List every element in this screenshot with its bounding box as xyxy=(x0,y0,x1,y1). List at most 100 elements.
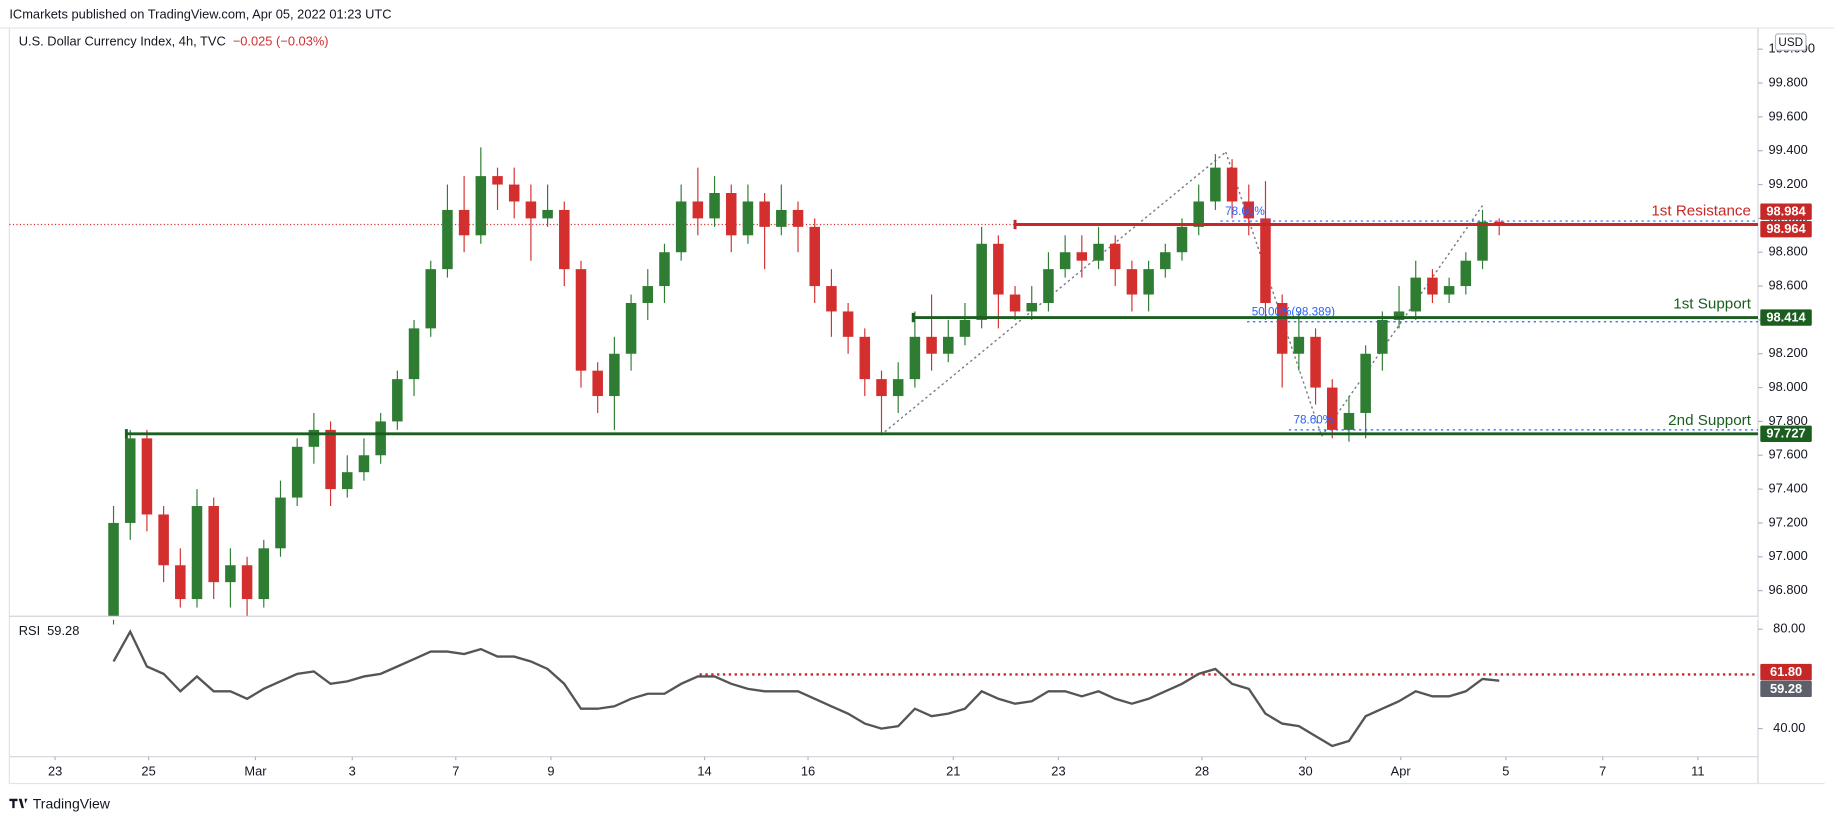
candle-body xyxy=(475,176,487,236)
candle-body xyxy=(442,209,453,270)
time-tick-label: 23 xyxy=(1051,763,1065,778)
candle-body xyxy=(175,565,186,600)
candle-body xyxy=(1059,252,1071,270)
rsi-line xyxy=(112,629,1500,748)
rsi-tick-label: 40.00 xyxy=(1773,720,1805,735)
candle-body xyxy=(943,336,954,354)
candle-body xyxy=(876,379,887,397)
candle-body xyxy=(659,252,670,287)
candle-body xyxy=(892,379,904,397)
price-badge-label: 59.28 xyxy=(1770,681,1802,696)
logo: TradingView xyxy=(9,795,111,811)
price-badge xyxy=(1760,309,1812,326)
candle-body xyxy=(826,286,837,312)
price-change: −0.025 (−0.03%) xyxy=(233,33,329,48)
time-tick-label: 28 xyxy=(1195,763,1209,778)
price-tick-label: 98.200 xyxy=(1769,345,1808,360)
candle-body xyxy=(1377,319,1388,354)
candle-body xyxy=(976,243,987,320)
candle-body xyxy=(492,176,503,185)
price-badge xyxy=(1760,663,1812,681)
candle-body xyxy=(1460,260,1472,287)
candle-body xyxy=(241,565,253,600)
candle-body xyxy=(742,201,754,236)
price-badge-label: 98.984 xyxy=(1766,204,1806,219)
candle-body xyxy=(792,209,804,227)
price-tick-label: 97.400 xyxy=(1769,480,1808,495)
time-tick-label: 5 xyxy=(1502,763,1509,778)
candle-body xyxy=(208,506,219,583)
rsi-tick-label: 80.00 xyxy=(1773,621,1805,636)
price-tick-label: 98.600 xyxy=(1769,277,1808,292)
time-tick-label: 25 xyxy=(141,763,155,778)
candle-body xyxy=(458,209,470,236)
candle-body xyxy=(124,438,136,523)
level-name: 1st Resistance xyxy=(1651,203,1751,220)
candle-body xyxy=(1410,277,1421,312)
price-tick-label: 97.000 xyxy=(1769,548,1808,563)
publisher: ICmarkets published on TradingView.com, … xyxy=(9,7,391,22)
candle-body xyxy=(158,514,169,566)
candle-body xyxy=(1043,269,1054,303)
candle-body xyxy=(1276,302,1288,354)
time-tick-label: 9 xyxy=(547,763,554,778)
footer-brand: TradingView xyxy=(33,795,111,811)
price-tick-label: 97.200 xyxy=(1769,514,1808,529)
candle-body xyxy=(993,243,1004,295)
candle-body xyxy=(842,311,854,337)
price-badge xyxy=(1760,680,1812,698)
candle-body xyxy=(1226,167,1238,202)
symbol-title: U.S. Dollar Currency Index, 4h, TVC xyxy=(19,33,226,48)
candle-body xyxy=(1093,243,1104,261)
candle-body xyxy=(375,421,386,456)
candle-body xyxy=(725,193,737,236)
candle-body xyxy=(225,565,236,583)
price-tick-label: 99.800 xyxy=(1769,74,1808,89)
price-tick-label: 99.400 xyxy=(1769,142,1808,157)
candle-body xyxy=(609,353,620,397)
candle-body xyxy=(341,472,353,490)
candle-body xyxy=(275,497,286,549)
candle-body xyxy=(1427,277,1438,295)
price-badge-label: 61.80 xyxy=(1770,664,1802,679)
candle-body xyxy=(525,201,537,219)
candle-body xyxy=(1477,221,1488,261)
time-tick-label: 3 xyxy=(349,763,356,778)
candle-body xyxy=(1260,218,1271,303)
candle-body xyxy=(559,209,570,270)
time-tick-label: Apr xyxy=(1391,763,1412,778)
candle-body xyxy=(1160,252,1171,270)
candle-body xyxy=(1143,269,1154,295)
candle-body xyxy=(1310,336,1321,388)
price-tick-label: 97.600 xyxy=(1769,447,1808,462)
candle-body xyxy=(1343,412,1355,430)
price-tick-label: 97.800 xyxy=(1769,413,1808,428)
pane-mask xyxy=(10,616,1758,620)
currency-badge xyxy=(1774,33,1807,51)
price-tick-label: 99.200 xyxy=(1769,176,1808,191)
candle-body xyxy=(592,370,603,397)
time-tick-label: Mar xyxy=(244,763,267,778)
price-badge xyxy=(1760,425,1812,442)
level-name: 2nd Support xyxy=(1668,412,1752,429)
candle-body xyxy=(1243,201,1255,219)
candle-body xyxy=(1443,286,1455,295)
currency-label: USD xyxy=(1778,36,1803,49)
time-tick-label: 16 xyxy=(801,763,815,778)
candle-body xyxy=(1360,353,1371,413)
candle-body xyxy=(358,455,370,473)
candle-body xyxy=(408,328,420,380)
candle-body xyxy=(959,319,971,337)
candle-body xyxy=(1109,243,1121,270)
candle-body xyxy=(575,269,587,371)
fib-label: 78.60% xyxy=(1294,414,1334,427)
level-name: 1st Support xyxy=(1673,296,1751,313)
candle-body xyxy=(258,548,270,600)
candle-body xyxy=(392,379,403,422)
time-tick-label: 14 xyxy=(697,763,711,778)
candle-body xyxy=(625,302,637,354)
candle-body xyxy=(776,209,787,227)
candle-body xyxy=(1326,387,1338,430)
